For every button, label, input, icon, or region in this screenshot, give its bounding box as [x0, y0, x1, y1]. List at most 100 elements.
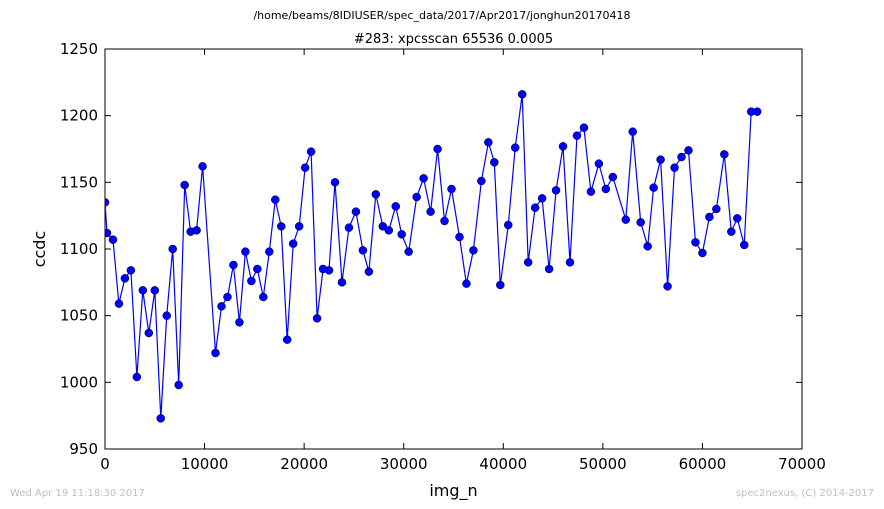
data-point — [419, 174, 428, 183]
plot-area: 0 10000 20000 30000 40000 50000 60000 70000 950 1… — [30, 32, 826, 501]
data-point — [105, 228, 112, 238]
x-tick-label: 10000 — [181, 455, 229, 473]
data-point — [235, 318, 244, 327]
data-point — [259, 292, 268, 302]
y-tick-label: 1250 — [60, 40, 98, 58]
y-tick-label: 1150 — [60, 173, 98, 191]
data-point — [391, 202, 400, 211]
x-axis-label: img_n — [429, 481, 477, 501]
x-tick-label: 70000 — [778, 455, 826, 473]
data-point — [684, 146, 693, 155]
data-point — [691, 238, 700, 247]
data-point — [150, 286, 160, 295]
data-point — [217, 302, 226, 311]
data-point — [530, 203, 540, 212]
data-point — [447, 184, 456, 194]
data-point — [351, 207, 361, 216]
y-tick-label: 1100 — [60, 240, 98, 258]
x-tick-label: 40000 — [479, 455, 527, 473]
data-point — [469, 246, 478, 255]
data-point — [628, 127, 637, 136]
data-point — [705, 212, 714, 222]
data-point — [265, 247, 274, 256]
data-point — [211, 348, 220, 358]
data-point — [294, 222, 304, 231]
data-point — [739, 240, 749, 250]
data-point — [198, 162, 207, 171]
data-point — [677, 152, 686, 162]
x-tick-label: 30000 — [380, 455, 428, 473]
data-point — [324, 266, 334, 275]
data-point — [455, 232, 464, 242]
data-point — [733, 214, 742, 223]
data-point — [572, 131, 582, 140]
data-point — [579, 123, 589, 132]
data-point — [192, 226, 201, 235]
data-point — [752, 107, 762, 116]
footer-timestamp: Wed Apr 19 11:18:30 2017 — [10, 488, 145, 499]
data-point — [537, 194, 547, 203]
data-point — [586, 187, 596, 196]
x-tick-label: 20000 — [280, 455, 328, 473]
data-point — [312, 314, 322, 323]
data-point — [565, 258, 575, 267]
data-point — [462, 279, 471, 288]
data-point — [504, 220, 513, 230]
y-tick-label: 950 — [69, 440, 98, 458]
y-axis-label: ccdc — [30, 231, 49, 268]
data-point — [105, 198, 110, 207]
data-point — [364, 267, 374, 276]
data-point — [558, 142, 568, 151]
data-point — [223, 292, 232, 302]
data-point — [636, 218, 645, 227]
data-point — [608, 172, 618, 182]
data-point — [517, 90, 527, 99]
data-point — [601, 184, 611, 194]
series-line — [105, 94, 758, 419]
data-point — [114, 299, 124, 308]
data-point — [433, 144, 442, 154]
data-point — [247, 276, 256, 286]
data-point — [384, 226, 394, 235]
data-point — [132, 372, 142, 382]
data-point — [484, 138, 493, 147]
data-point — [156, 414, 166, 423]
data-point — [720, 150, 729, 159]
data-point — [358, 246, 368, 255]
data-point — [229, 260, 238, 270]
data-point — [621, 215, 631, 224]
data-point — [108, 235, 118, 244]
data-point — [440, 216, 449, 226]
data-point — [412, 192, 421, 202]
data-point — [300, 163, 310, 172]
data-point — [337, 278, 347, 287]
data-point — [510, 143, 520, 152]
data-point — [282, 335, 292, 344]
data-point — [712, 204, 721, 214]
data-point — [344, 223, 354, 232]
data-point — [544, 264, 554, 274]
data-point — [126, 266, 136, 275]
data-point — [490, 158, 499, 167]
data-point — [551, 186, 561, 195]
data-point — [162, 311, 171, 320]
data-point — [643, 242, 652, 251]
data-point — [496, 280, 505, 290]
data-point — [477, 176, 486, 186]
x-tick-label: 50000 — [579, 455, 627, 473]
data-point — [698, 248, 707, 258]
data-point — [241, 247, 250, 256]
data-point — [180, 180, 189, 190]
data-point — [306, 147, 316, 156]
data-point — [174, 380, 183, 390]
data-point — [663, 282, 672, 291]
data-point — [120, 274, 130, 283]
data-point — [649, 183, 658, 192]
chart-title: #283: xpcsscan 65536 0.0005 — [354, 32, 553, 47]
data-point — [594, 159, 604, 168]
data-point — [397, 230, 406, 239]
data-point — [670, 163, 679, 172]
x-tick-label: 60000 — [679, 455, 727, 473]
file-path-header: /home/beams/8IDIUSER/spec_data/2017/Apr2… — [253, 9, 631, 22]
y-tick-label: 1050 — [60, 307, 98, 325]
